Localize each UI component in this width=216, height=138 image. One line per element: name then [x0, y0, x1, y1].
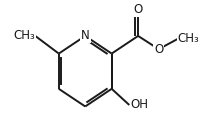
Text: O: O [133, 3, 143, 16]
Text: OH: OH [131, 99, 149, 112]
Text: CH₃: CH₃ [14, 29, 35, 43]
Text: N: N [81, 29, 90, 43]
Text: O: O [154, 43, 163, 56]
Text: CH₃: CH₃ [178, 32, 200, 45]
